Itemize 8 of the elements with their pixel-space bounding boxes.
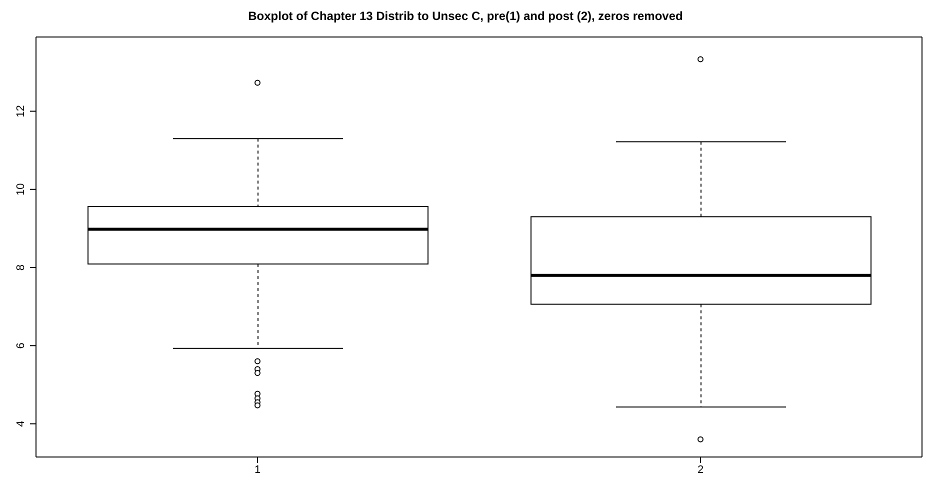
- x-tick-label: 2: [697, 464, 704, 476]
- x-tick-label: 1: [254, 464, 261, 476]
- y-tick-label: 8: [15, 264, 27, 271]
- y-tick-label: 10: [15, 183, 27, 196]
- chart-title: Boxplot of Chapter 13 Distrib to Unsec C, pre(1) and post (2), zeros removed: [247, 8, 684, 25]
- y-tick-label: 4: [15, 420, 27, 427]
- y-tick-label: 6: [15, 342, 27, 349]
- y-tick-label: 12: [15, 105, 27, 118]
